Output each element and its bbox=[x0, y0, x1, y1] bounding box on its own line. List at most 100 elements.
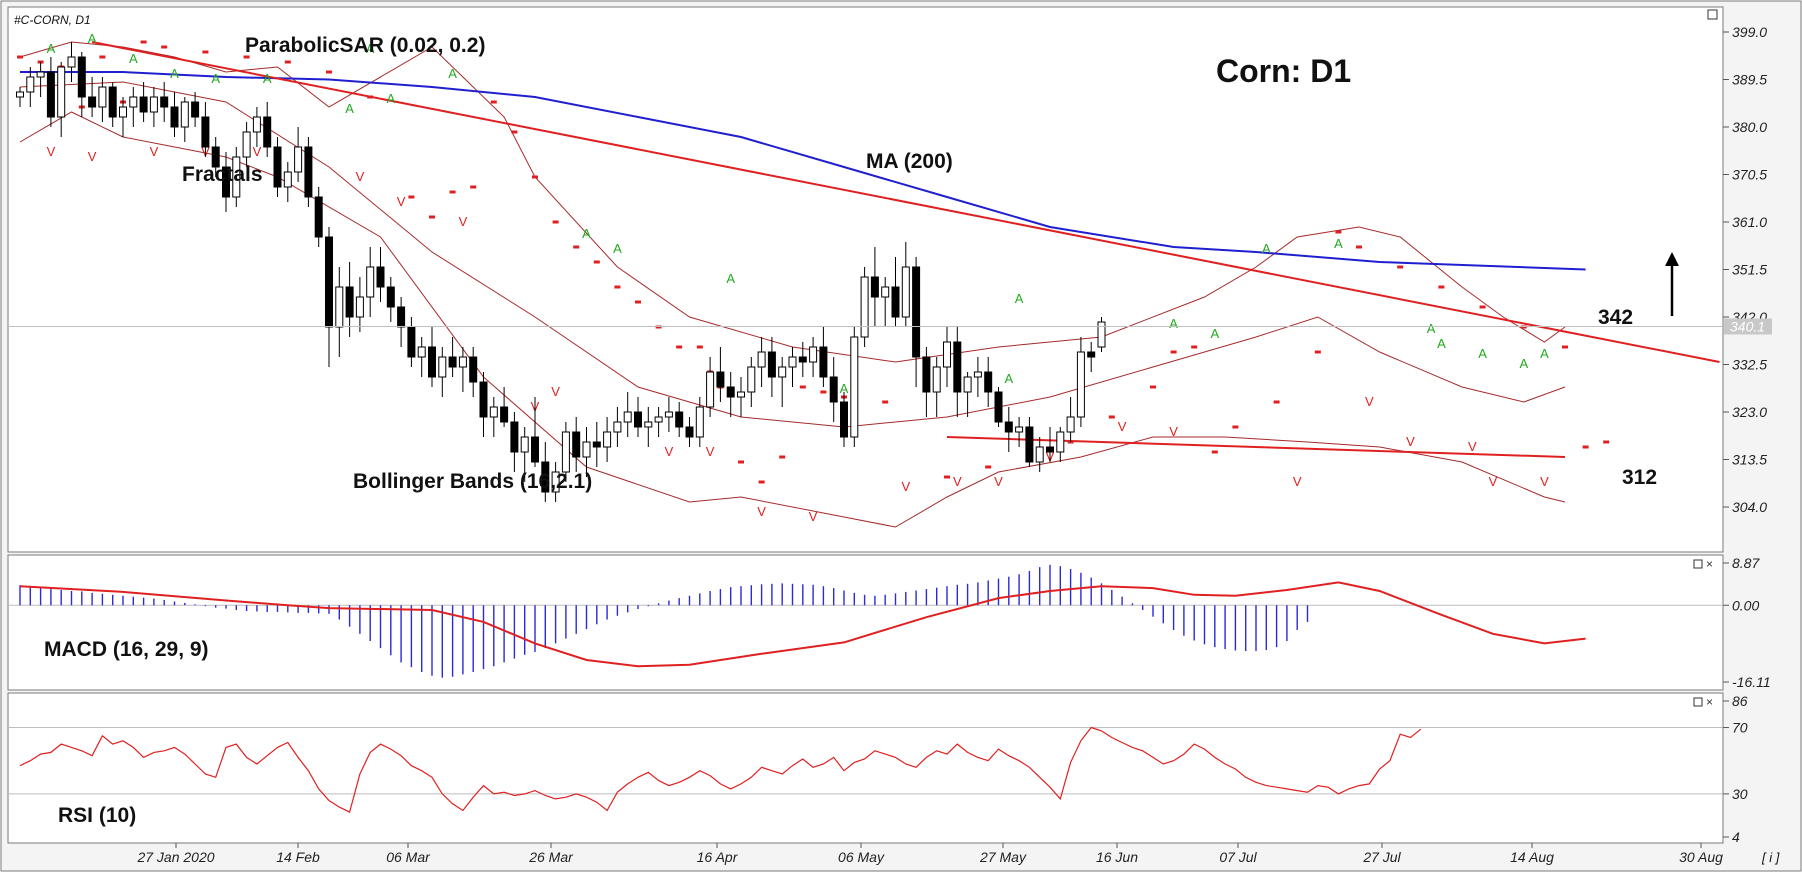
candle-bull bbox=[26, 76, 35, 93]
fractal-up-marker: A bbox=[366, 41, 375, 56]
candle-bear bbox=[191, 101, 200, 118]
resistance-level-label: 342 bbox=[1598, 306, 1633, 329]
candle-bear bbox=[479, 381, 488, 418]
time-tick-label: 06 Mar bbox=[386, 849, 431, 865]
current-price-label: 340.1 bbox=[1730, 319, 1765, 335]
candle-bear bbox=[685, 426, 694, 438]
candle-bear bbox=[953, 341, 962, 393]
fractal-up-marker: A bbox=[386, 91, 395, 106]
candle-bull bbox=[973, 371, 982, 378]
candle-bull bbox=[695, 406, 704, 438]
time-tick-label: 06 May bbox=[838, 849, 885, 865]
sar-dot bbox=[326, 70, 332, 74]
candle-bear bbox=[994, 391, 1003, 423]
fractal-down-marker: V bbox=[1540, 474, 1549, 489]
candle-bull bbox=[644, 421, 653, 428]
price-tick-label: 389.5 bbox=[1732, 72, 1767, 88]
candle-bull bbox=[242, 131, 251, 158]
candle-bull bbox=[252, 116, 261, 133]
fractal-up-marker: A bbox=[613, 241, 622, 256]
symbol-label: #C-CORN, D1 bbox=[14, 13, 91, 27]
sar-dot bbox=[1273, 400, 1280, 404]
ma200-label: MA (200) bbox=[866, 150, 953, 173]
candle-bear bbox=[1046, 446, 1054, 453]
sar-dot bbox=[1170, 350, 1177, 354]
rsi-maximize-icon[interactable] bbox=[1693, 697, 1703, 707]
candle-bull bbox=[664, 411, 673, 418]
macd-tick-label: -16.11 bbox=[1732, 674, 1771, 690]
candle-bear bbox=[1087, 351, 1096, 358]
fractal-down-marker: V bbox=[901, 479, 910, 494]
candle-bull bbox=[561, 431, 570, 473]
candle-bear bbox=[273, 146, 282, 188]
sar-dot bbox=[470, 185, 477, 189]
scroll-info-icon[interactable]: [ i ] bbox=[1761, 850, 1780, 865]
candle-bull bbox=[963, 376, 972, 393]
sar-dot bbox=[140, 40, 147, 44]
fractal-down-marker: V bbox=[994, 474, 1003, 489]
candle-bull bbox=[366, 266, 375, 298]
fractal-up-marker: A bbox=[88, 31, 97, 46]
time-tick-label: 07 Jul bbox=[1219, 849, 1257, 865]
price-tick-label: 323.0 bbox=[1732, 404, 1767, 420]
sar-dot bbox=[1211, 450, 1218, 454]
sar-dot bbox=[202, 50, 209, 54]
up-arrow-icon bbox=[1665, 252, 1679, 316]
candle-bear bbox=[263, 116, 272, 148]
candle-bull bbox=[294, 146, 303, 173]
candle-bull bbox=[1097, 321, 1106, 348]
time-tick-label: 16 Jun bbox=[1096, 849, 1138, 865]
price-tick-label: 380.0 bbox=[1732, 119, 1767, 135]
candle-bull bbox=[36, 71, 45, 78]
candle-bull bbox=[489, 406, 498, 418]
candle-bear bbox=[397, 306, 406, 328]
support-level-label: 312 bbox=[1622, 466, 1657, 489]
candle-bull bbox=[582, 441, 591, 458]
sar-dot bbox=[1314, 350, 1321, 354]
sar-dot bbox=[573, 245, 580, 249]
rsi-label: RSI (10) bbox=[58, 804, 136, 827]
fractal-up-marker: A bbox=[1427, 321, 1436, 336]
macd-label: MACD (16, 29, 9) bbox=[44, 638, 209, 661]
macd-close-icon[interactable]: × bbox=[1706, 557, 1713, 571]
candle-bull bbox=[119, 106, 127, 118]
fractal-up-marker: A bbox=[129, 51, 138, 66]
candle-bear bbox=[46, 71, 55, 118]
time-tick-label: 27 Jul bbox=[1362, 849, 1401, 865]
fractal-up-marker: A bbox=[1437, 336, 1446, 351]
candle-bull bbox=[747, 366, 756, 393]
candle-bear bbox=[767, 351, 776, 378]
candle-bear bbox=[211, 146, 220, 168]
macd-maximize-icon[interactable] bbox=[1693, 559, 1703, 569]
candle-bear bbox=[314, 196, 323, 238]
fractal-up-marker: A bbox=[1210, 326, 1219, 341]
candle-bull bbox=[551, 471, 560, 493]
fractal-down-marker: V bbox=[1118, 419, 1127, 434]
sar-dot bbox=[1562, 345, 1568, 349]
price-tick-label: 370.5 bbox=[1732, 167, 1767, 183]
rsi-close-icon[interactable]: × bbox=[1706, 695, 1713, 709]
rsi-indicator: 86 70 30 4 bbox=[8, 693, 1748, 845]
sar-dot bbox=[284, 60, 291, 64]
rsi-tick-label: 30 bbox=[1732, 786, 1748, 802]
panel-restore-icon[interactable] bbox=[1707, 9, 1718, 20]
candle-bull bbox=[613, 421, 622, 433]
fractal-up-marker: A bbox=[47, 41, 56, 56]
sar-dot bbox=[1603, 440, 1610, 444]
candle-bull bbox=[335, 286, 344, 328]
fractal-down-marker: V bbox=[47, 144, 56, 159]
candle-bull bbox=[881, 286, 890, 298]
fractal-down-marker: V bbox=[706, 444, 715, 459]
time-tick-label: 30 Aug bbox=[1679, 849, 1723, 865]
time-tick-label: 27 May bbox=[979, 849, 1027, 865]
macd-tick-label: 8.87 bbox=[1732, 555, 1760, 571]
sar-dot bbox=[17, 55, 23, 59]
fractal-up-marker: A bbox=[263, 71, 272, 86]
rsi-line bbox=[19, 726, 1422, 813]
candle-bear bbox=[819, 346, 828, 378]
candle-bull bbox=[1056, 431, 1065, 453]
candle-bull bbox=[67, 56, 76, 68]
price-tick-label: 399.0 bbox=[1732, 24, 1767, 40]
candle-bear bbox=[891, 286, 900, 318]
